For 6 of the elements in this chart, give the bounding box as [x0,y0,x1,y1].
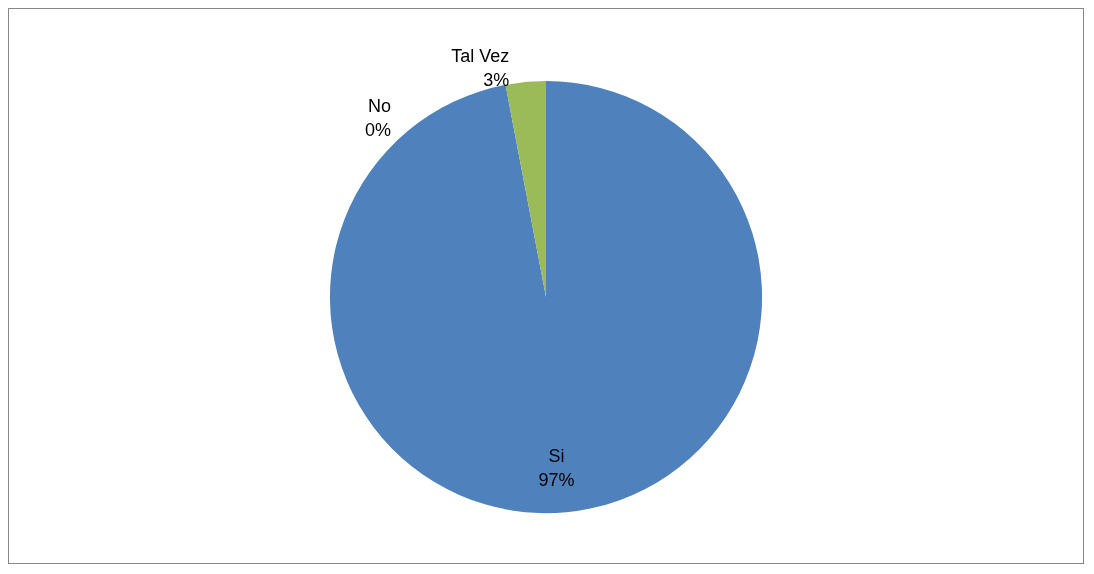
category-label: No [368,96,392,117]
slice-label: Si [548,445,565,466]
data-label: 97% [538,469,575,490]
text: 0% [365,120,392,141]
data-label: 3% [483,70,510,91]
slice-label: Tal Vez [451,46,510,67]
